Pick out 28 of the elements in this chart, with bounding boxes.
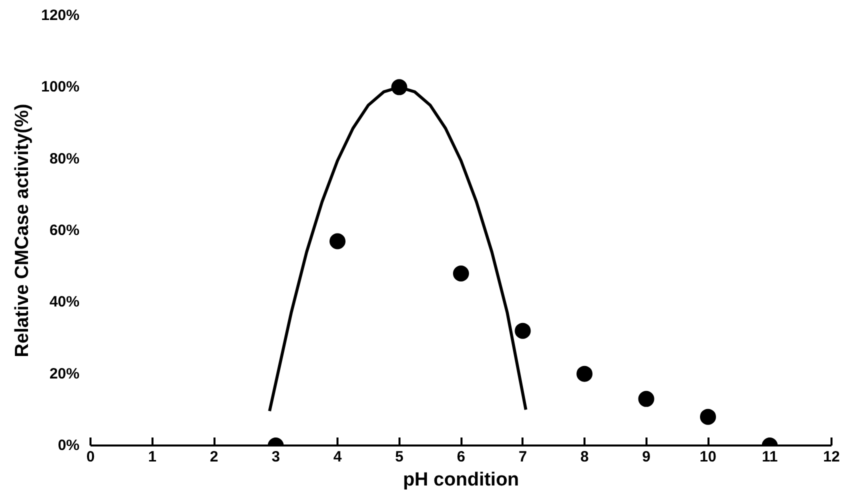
x-axis-title: pH condition <box>402 470 520 490</box>
y-tick-label: 60% <box>49 222 80 239</box>
x-tick-label: 8 <box>580 448 589 466</box>
x-tick-label: 7 <box>518 448 527 466</box>
x-tick-label: 5 <box>395 448 404 466</box>
y-tick-label: 120% <box>41 7 80 24</box>
point <box>700 408 716 425</box>
x-tick-label: 9 <box>642 448 650 466</box>
y-tick-label: 0% <box>58 437 80 454</box>
point <box>330 233 346 250</box>
point <box>638 390 654 407</box>
x-tick-label: 3 <box>272 448 280 466</box>
x-tick-label: 10 <box>700 448 716 466</box>
y-tick-label: 80% <box>49 150 80 168</box>
y-tick-label: 40% <box>49 294 80 311</box>
x-tick-label: 4 <box>333 448 342 466</box>
point <box>576 366 592 382</box>
y-tick-label: 20% <box>49 365 80 382</box>
x-tick-label: 6 <box>456 448 466 466</box>
x-tick-label: 0 <box>86 448 95 466</box>
point <box>514 322 531 339</box>
x-tick-label: 1 <box>148 448 156 466</box>
y-axis-title: Relative CMCase activity(%) <box>12 104 34 358</box>
y-tick-label: 100% <box>41 78 80 96</box>
x-tick-label: 11 <box>762 448 778 466</box>
point <box>453 266 469 282</box>
x-tick-label: 2 <box>210 448 218 466</box>
x-tick-label: 12 <box>823 448 840 466</box>
